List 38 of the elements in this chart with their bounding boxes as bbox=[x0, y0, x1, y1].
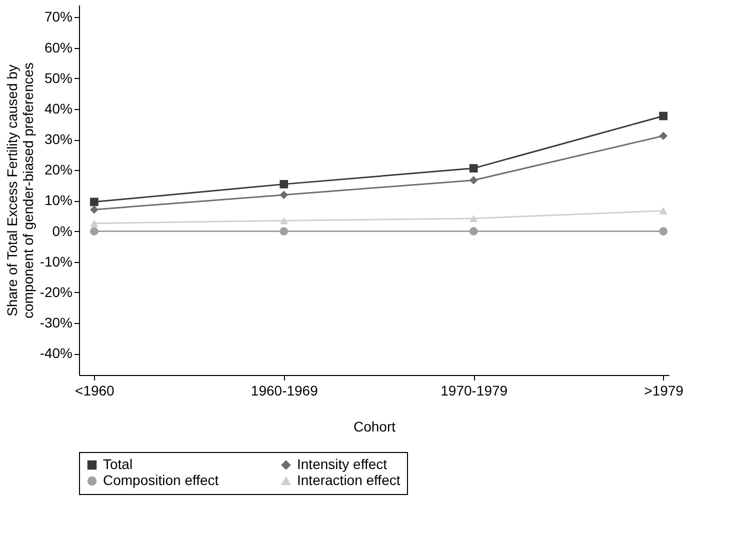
x-tick-label: 1960-1969 bbox=[250, 382, 318, 398]
point bbox=[469, 227, 478, 236]
legend-label: Total bbox=[103, 456, 133, 472]
y-tick-label: -30% bbox=[40, 314, 72, 331]
point bbox=[90, 220, 98, 227]
y-tick-label: 30% bbox=[44, 131, 72, 148]
point bbox=[280, 180, 288, 188]
y-tick-label: 40% bbox=[44, 100, 72, 116]
y-tick-label: 0% bbox=[52, 222, 72, 239]
point bbox=[90, 198, 98, 206]
y-tick-label: 50% bbox=[44, 70, 72, 86]
point bbox=[90, 227, 98, 236]
legend-label: Intensity effect bbox=[297, 456, 388, 472]
x-tick-label: >1979 bbox=[644, 382, 684, 398]
point bbox=[659, 132, 668, 140]
y-axis-title: Share of Total Excess Fertility caused by component of gender-biased preferences bbox=[4, 62, 36, 319]
y-tick-label: -20% bbox=[40, 284, 72, 300]
point bbox=[659, 227, 668, 236]
point bbox=[280, 190, 288, 200]
x-tick-label: 1970-1979 bbox=[440, 382, 508, 398]
y-tick-label: -40% bbox=[40, 345, 72, 362]
point bbox=[280, 227, 288, 236]
point bbox=[659, 112, 668, 120]
y-tick-label: 70% bbox=[44, 8, 72, 25]
y-tick-label: 10% bbox=[44, 192, 72, 208]
y-tick-label: 60% bbox=[44, 39, 72, 56]
point bbox=[469, 164, 478, 172]
x-axis-title: Cohort bbox=[353, 418, 396, 434]
point bbox=[469, 176, 478, 184]
point bbox=[280, 216, 288, 224]
y-tick-label: 20% bbox=[44, 162, 72, 178]
x-tick-label: <1960 bbox=[75, 382, 115, 398]
legend-label: Interaction effect bbox=[297, 472, 400, 488]
point bbox=[469, 214, 478, 222]
point bbox=[659, 207, 668, 214]
point bbox=[90, 205, 98, 214]
legend-label: Composition effect bbox=[103, 472, 219, 488]
y-tick-label: -10% bbox=[40, 253, 72, 270]
